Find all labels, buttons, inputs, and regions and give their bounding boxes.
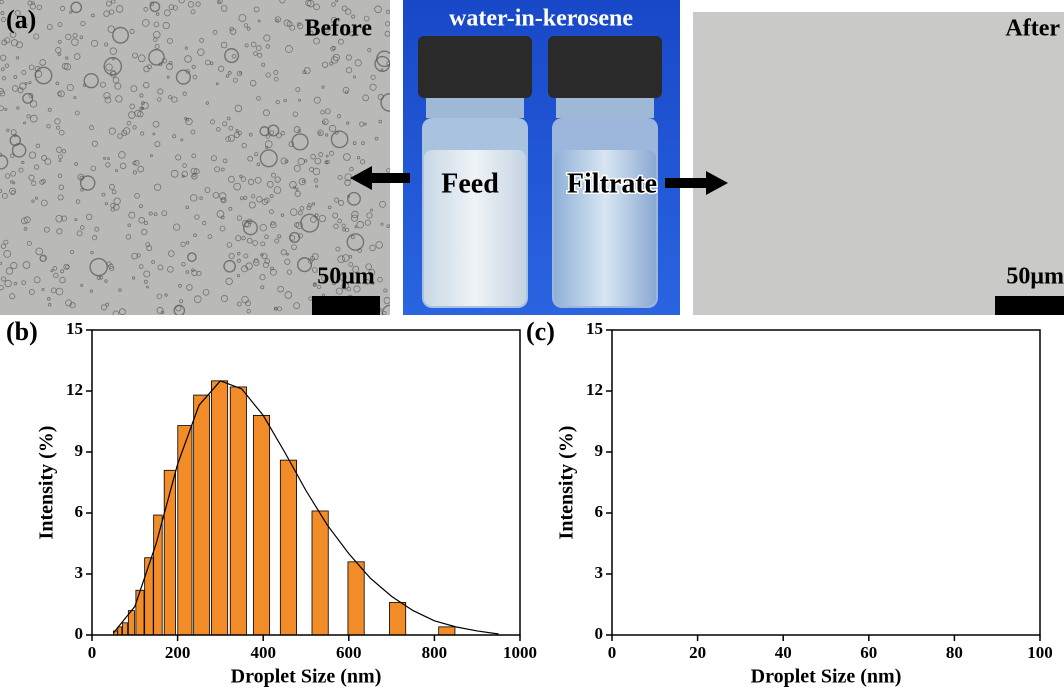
bar: [389, 602, 405, 635]
bar: [280, 460, 296, 635]
bar: [154, 515, 163, 635]
bar: [118, 627, 122, 635]
figure: (a) Before water-in-kerosene Feed Filtra…: [0, 0, 1064, 691]
x-tick-label: 400: [250, 643, 276, 662]
panel-label: (c): [526, 317, 555, 346]
x-tick-label: 200: [165, 643, 191, 662]
x-tick-label: 800: [422, 643, 448, 662]
before-label: Before: [304, 16, 372, 42]
x-axis-label: Droplet Size (nm): [231, 666, 382, 688]
panel-label: (b): [6, 317, 38, 346]
filtrate-label: Filtrate: [567, 168, 657, 199]
after-label: After: [1005, 16, 1060, 42]
scale-label: 50μm: [1006, 264, 1064, 290]
y-tick-label: 9: [595, 441, 604, 460]
y-tick-label: 12: [586, 380, 603, 399]
x-tick-label: 0: [88, 643, 97, 662]
panel-label: (a): [6, 5, 36, 34]
y-tick-label: 9: [75, 441, 84, 460]
x-tick-label: 60: [860, 643, 877, 662]
y-axis-label: Intensity (%): [36, 426, 58, 540]
bar: [211, 381, 227, 635]
y-tick-label: 3: [75, 563, 84, 582]
x-tick-label: 1000: [503, 643, 537, 662]
y-tick-label: 15: [66, 319, 83, 338]
bar: [253, 415, 269, 635]
x-tick-label: 80: [946, 643, 963, 662]
scale-bar: [995, 296, 1064, 315]
feed-label: Feed: [441, 168, 499, 199]
bar: [136, 590, 144, 635]
bar: [312, 511, 328, 635]
photo-title: water-in-kerosene: [449, 6, 633, 32]
bar: [439, 627, 455, 635]
x-tick-label: 40: [775, 643, 792, 662]
bar: [145, 558, 154, 635]
bar: [230, 387, 246, 635]
y-tick-label: 0: [75, 624, 84, 643]
scale-bar: [312, 296, 380, 315]
y-tick-label: 12: [66, 380, 83, 399]
x-tick-label: 100: [1027, 643, 1053, 662]
y-tick-label: 6: [595, 502, 604, 521]
plot-frame: [612, 330, 1040, 635]
y-axis-label: Intensity (%): [556, 426, 578, 540]
x-tick-label: 600: [336, 643, 362, 662]
x-tick-label: 0: [608, 643, 617, 662]
y-tick-label: 15: [586, 319, 603, 338]
x-axis-label: Droplet Size (nm): [751, 666, 902, 688]
y-tick-label: 6: [75, 502, 84, 521]
bar: [348, 562, 364, 635]
y-tick-label: 3: [595, 563, 604, 582]
y-tick-label: 0: [595, 624, 604, 643]
x-tick-label: 20: [689, 643, 706, 662]
scale-label: 50μm: [317, 264, 375, 290]
bar: [123, 623, 128, 635]
bar: [194, 395, 210, 635]
